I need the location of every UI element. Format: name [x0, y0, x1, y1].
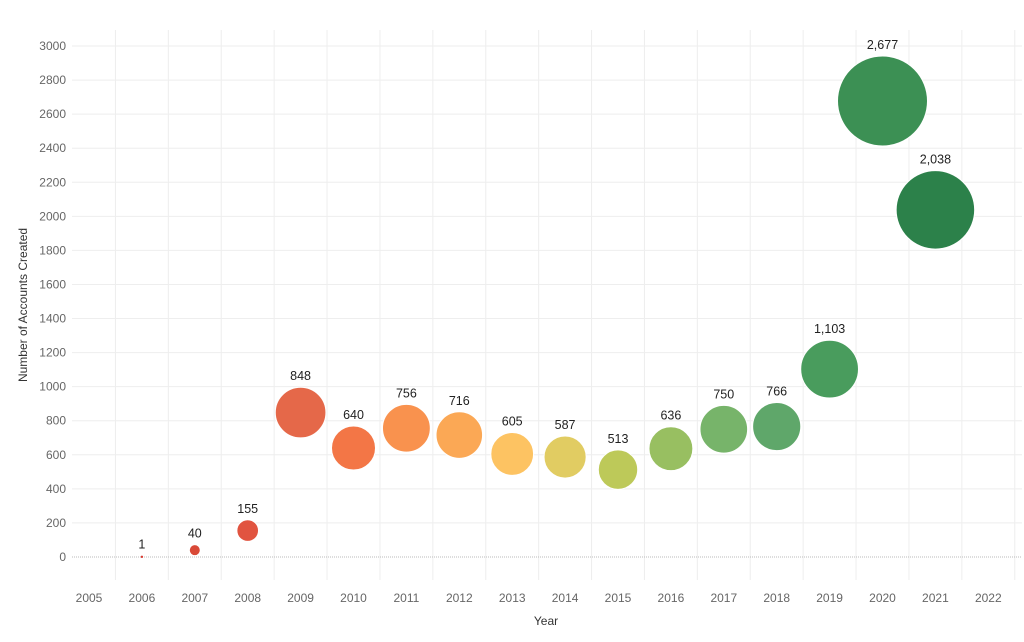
y-tick-label: 600: [46, 448, 66, 462]
bubble-2006[interactable]: [140, 555, 144, 559]
x-tick-label: 2006: [129, 591, 156, 605]
bubble-2012[interactable]: [435, 411, 484, 459]
x-tick-label: 2013: [499, 591, 526, 605]
x-tick-label: 2005: [76, 591, 103, 605]
data-label-2013: 605: [502, 415, 523, 429]
x-tick-label: 2012: [446, 591, 473, 605]
x-tick-label: 2008: [234, 591, 261, 605]
y-tick-label: 1800: [39, 243, 66, 257]
y-tick-label: 1000: [39, 380, 66, 394]
data-label-2011: 756: [396, 386, 417, 400]
bubble-2014[interactable]: [543, 435, 587, 479]
x-tick-label: 2021: [922, 591, 949, 605]
y-axis-ticks: 0 200 400 600 800 1000 1200 1400 1600 1800 2000 220…: [39, 39, 66, 564]
bubble-2007[interactable]: [188, 544, 201, 557]
y-tick-label: 1600: [39, 277, 66, 291]
bubble-2018[interactable]: [752, 401, 802, 452]
bubble-2015[interactable]: [597, 449, 639, 490]
bubble-2019[interactable]: [800, 339, 859, 399]
y-tick-label: 800: [46, 414, 66, 428]
bubble-2017[interactable]: [699, 404, 749, 454]
x-axis-ticks: 2005 2006 2007 2008 2009 2010 2011 2012 2013 2014…: [76, 591, 1002, 605]
x-tick-label: 2015: [605, 591, 632, 605]
y-tick-label: 400: [46, 482, 66, 496]
bubble-2011[interactable]: [381, 403, 431, 453]
data-label-2015: 513: [608, 432, 629, 446]
x-tick-label: 2016: [658, 591, 685, 605]
data-labels: 1 40 155 848 640 756 716 605 587 513 636 750 766 1,10…: [138, 38, 951, 552]
y-tick-label: 1200: [39, 346, 66, 360]
data-label-2007: 40: [188, 527, 202, 541]
x-tick-label: 2019: [816, 591, 843, 605]
y-tick-label: 2200: [39, 175, 66, 189]
y-axis-title: Number of Accounts Created: [16, 228, 30, 382]
data-label-2006: 1: [138, 538, 145, 552]
x-axis-title: Year: [534, 614, 558, 628]
y-tick-label: 200: [46, 516, 66, 530]
y-tick-label: 2000: [39, 209, 66, 223]
bubble-2020[interactable]: [837, 55, 928, 147]
y-tick-label: 2400: [39, 141, 66, 155]
x-tick-label: 2017: [710, 591, 737, 605]
x-tick-label: 2014: [552, 591, 579, 605]
data-label-2009: 848: [290, 369, 311, 383]
y-tick-label: 1400: [39, 312, 66, 326]
data-label-2017: 750: [713, 387, 734, 401]
data-label-2020: 2,677: [867, 38, 898, 52]
x-tick-label: 2018: [763, 591, 790, 605]
data-label-2018: 766: [766, 384, 787, 398]
data-label-2021: 2,038: [920, 153, 951, 167]
data-label-2010: 640: [343, 408, 364, 422]
bubble-2016[interactable]: [648, 426, 694, 472]
bubble-2009[interactable]: [274, 386, 327, 439]
bubbles: [140, 55, 976, 559]
data-label-2019: 1,103: [814, 322, 845, 336]
x-tick-label: 2022: [975, 591, 1002, 605]
data-label-2014: 587: [555, 418, 576, 432]
bubble-2008[interactable]: [236, 519, 260, 542]
x-tick-label: 2007: [181, 591, 208, 605]
y-tick-label: 2800: [39, 73, 66, 87]
x-tick-label: 2010: [340, 591, 367, 605]
data-label-2016: 636: [660, 409, 681, 423]
data-label-2008: 155: [237, 502, 258, 516]
x-tick-label: 2009: [287, 591, 314, 605]
y-tick-label: 0: [59, 550, 66, 564]
bubble-2021[interactable]: [895, 170, 976, 250]
y-tick-label: 2600: [39, 107, 66, 121]
x-tick-label: 2011: [393, 591, 419, 605]
bubble-2010[interactable]: [330, 425, 377, 471]
x-tick-label: 2020: [869, 591, 896, 605]
y-tick-label: 3000: [39, 39, 66, 53]
data-label-2012: 716: [449, 394, 470, 408]
bubble-2013[interactable]: [490, 432, 535, 476]
